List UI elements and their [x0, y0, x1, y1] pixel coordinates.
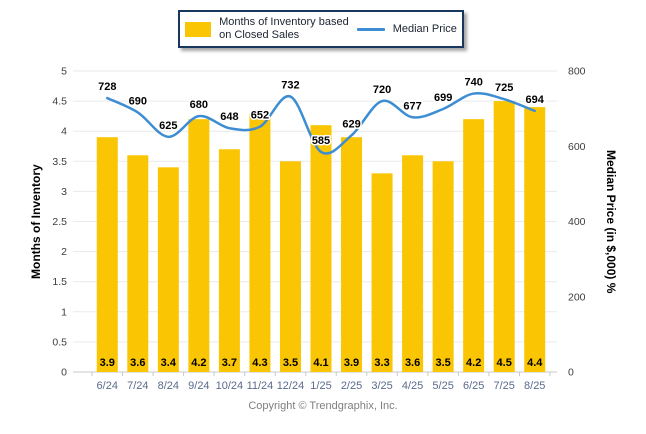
line-series-swatch	[356, 27, 385, 31]
svg-text:680: 680	[190, 99, 208, 111]
svg-text:3.7: 3.7	[222, 357, 237, 369]
svg-text:3.5: 3.5	[52, 156, 67, 168]
svg-text:7/24: 7/24	[127, 380, 148, 392]
svg-text:5: 5	[61, 66, 67, 78]
svg-text:2.5: 2.5	[52, 216, 67, 228]
svg-text:4.3: 4.3	[252, 357, 267, 369]
svg-text:1: 1	[61, 306, 67, 318]
svg-text:1/25: 1/25	[310, 380, 331, 392]
svg-text:8/24: 8/24	[158, 380, 179, 392]
svg-text:3.5: 3.5	[435, 357, 450, 369]
svg-text:6/25: 6/25	[463, 380, 484, 392]
svg-text:9/24: 9/24	[188, 380, 209, 392]
svg-text:629: 629	[342, 118, 360, 130]
svg-text:0: 0	[568, 367, 574, 379]
svg-text:0.5: 0.5	[52, 336, 67, 348]
left-axis-title: Months of Inventory	[29, 164, 43, 279]
svg-text:5/25: 5/25	[432, 380, 453, 392]
svg-text:4.2: 4.2	[466, 357, 481, 369]
svg-text:1.5: 1.5	[52, 276, 67, 288]
svg-text:4: 4	[61, 126, 67, 138]
svg-text:694: 694	[526, 94, 545, 106]
svg-text:600: 600	[568, 141, 586, 153]
svg-text:4.4: 4.4	[527, 357, 543, 369]
svg-text:740: 740	[464, 77, 482, 89]
svg-text:3.5: 3.5	[283, 357, 298, 369]
svg-text:699: 699	[434, 92, 452, 104]
svg-text:3.4: 3.4	[161, 357, 177, 369]
bar-series-label-line1: Months of Inventory based	[219, 16, 349, 29]
svg-text:4.2: 4.2	[191, 357, 206, 369]
svg-text:10/24: 10/24	[216, 380, 244, 392]
svg-text:3.9: 3.9	[344, 357, 359, 369]
svg-text:732: 732	[281, 80, 299, 92]
svg-text:3.6: 3.6	[130, 357, 145, 369]
svg-text:6/24: 6/24	[97, 380, 118, 392]
bar-series-label: Months of Inventory based on Closed Sale…	[219, 16, 349, 42]
svg-text:3.6: 3.6	[405, 357, 420, 369]
svg-text:625: 625	[159, 120, 177, 132]
svg-text:648: 648	[220, 111, 238, 123]
svg-text:677: 677	[403, 100, 421, 112]
svg-text:12/24: 12/24	[277, 380, 305, 392]
svg-text:3.9: 3.9	[100, 357, 115, 369]
svg-text:3/25: 3/25	[371, 380, 392, 392]
svg-text:7/25: 7/25	[493, 380, 514, 392]
copyright-text: Copyright © Trendgraphix, Inc.	[248, 400, 398, 412]
svg-text:2: 2	[61, 246, 67, 258]
svg-text:4.5: 4.5	[52, 96, 67, 108]
svg-text:2/25: 2/25	[341, 380, 362, 392]
svg-text:4.5: 4.5	[497, 357, 512, 369]
svg-text:11/24: 11/24	[247, 380, 274, 392]
svg-text:3: 3	[61, 186, 67, 198]
right-axis-title: Median Price (in $,000) %	[604, 149, 618, 294]
legend: Months of Inventory based on Closed Sale…	[178, 10, 464, 48]
svg-text:585: 585	[312, 135, 330, 147]
svg-text:652: 652	[251, 110, 269, 122]
svg-text:8/25: 8/25	[524, 380, 545, 392]
bar-series-label-line2: on Closed Sales	[219, 29, 300, 41]
svg-text:725: 725	[495, 82, 513, 94]
svg-text:0: 0	[61, 367, 67, 379]
line-series-label: Median Price	[392, 23, 457, 35]
svg-text:728: 728	[98, 81, 116, 93]
svg-text:800: 800	[568, 66, 586, 78]
svg-text:3.3: 3.3	[374, 357, 389, 369]
svg-text:4/25: 4/25	[402, 380, 423, 392]
bar-series-swatch	[185, 21, 212, 37]
svg-text:720: 720	[373, 84, 391, 96]
svg-text:690: 690	[129, 95, 147, 107]
svg-text:4.1: 4.1	[313, 357, 328, 369]
svg-text:400: 400	[568, 216, 586, 228]
svg-text:200: 200	[568, 291, 586, 303]
